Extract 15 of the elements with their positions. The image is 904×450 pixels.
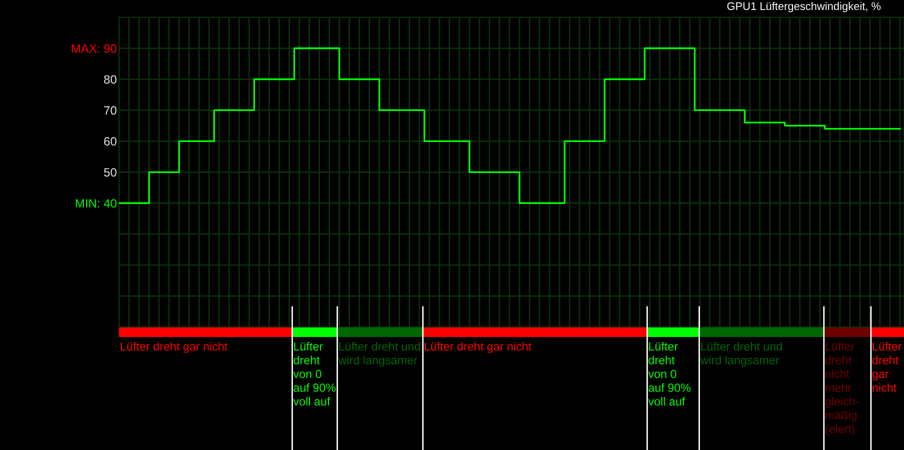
text: Lüfter dreht von 0 auf 90% voll auf xyxy=(293,342,336,406)
y-tick-label: 50 xyxy=(104,168,116,177)
text: Lüfter dreht und wird langsamer xyxy=(700,342,782,367)
y-tick-label: MIN: 40 xyxy=(76,199,116,208)
y-tick-label: 70 xyxy=(104,106,116,115)
text: Lüfter dreht gar nicht xyxy=(120,342,228,353)
y-tick-label: MAX: 90 xyxy=(72,44,116,53)
y-tick-label: 80 xyxy=(104,75,116,84)
y-tick-label: 60 xyxy=(104,137,116,146)
text: Lüfter dreht gar nicht xyxy=(424,342,532,353)
text: Lüfter dreht und wird langsamer xyxy=(338,342,420,367)
chart-title: GPU1 Lüftergeschwindigkeit, % xyxy=(727,2,881,12)
text: Lüfter dreht nicht mehr gleich-mäßig (eiert) xyxy=(825,342,859,436)
text: Lüfter dreht gar nicht xyxy=(872,342,902,392)
text: Lüfter dreht von 0 auf 90% voll auf xyxy=(648,342,691,406)
